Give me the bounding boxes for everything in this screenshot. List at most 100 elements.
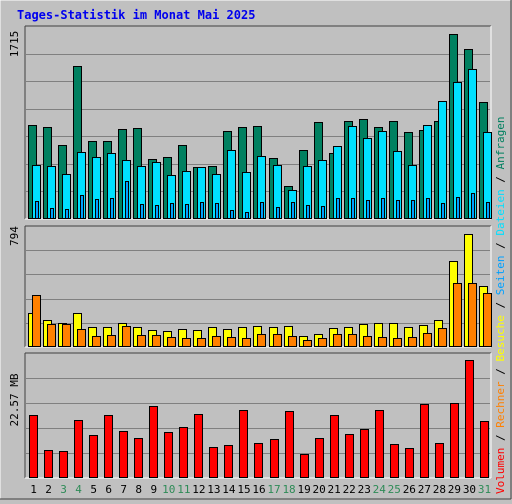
bar-kbytes-day-14 (224, 445, 233, 478)
bar-pages-day-20 (321, 206, 325, 219)
bar-kbytes-day-30 (465, 360, 474, 478)
bar-sites-day-18 (288, 336, 297, 347)
bar-sites-day-3 (62, 324, 71, 347)
day-label: 14 (222, 483, 236, 496)
day-label: 9 (150, 483, 157, 496)
bar-kbytes-day-11 (179, 427, 188, 478)
bar-kbytes-day-31 (480, 421, 489, 478)
bar-sites-day-17 (273, 334, 282, 347)
day-label: 5 (90, 483, 97, 496)
bar-kbytes-day-2 (44, 450, 53, 478)
bar-kbytes-day-5 (89, 435, 98, 478)
bar-pages-day-27 (426, 198, 430, 219)
day-label: 1 (30, 483, 37, 496)
bar-sites-day-14 (227, 337, 236, 347)
bar-pages-day-19 (306, 205, 310, 219)
bar-kbytes-day-9 (149, 406, 158, 478)
day-label: 7 (120, 483, 127, 496)
day-label: 30 (463, 483, 476, 496)
bar-pages-day-2 (50, 208, 54, 219)
bar-pages-day-10 (170, 203, 174, 219)
day-label: 13 (207, 483, 220, 496)
bar-pages-day-17 (276, 207, 280, 219)
bar-pages-day-25 (396, 200, 400, 219)
bar-kbytes-day-13 (209, 447, 218, 478)
bar-kbytes-day-23 (360, 429, 369, 478)
legend-kbytes: Volumen (494, 448, 507, 494)
bar-sites-day-15 (242, 338, 251, 347)
legend-hits: Anfragen (494, 116, 507, 169)
bar-pages-day-4 (80, 195, 84, 219)
bar-pages-day-12 (200, 202, 204, 219)
bar-pages-day-28 (441, 203, 445, 219)
bar-sites-day-7 (122, 326, 131, 347)
day-label: 27 (418, 483, 431, 496)
day-label: 12 (192, 483, 205, 496)
bar-pages-day-13 (215, 203, 219, 219)
bar-sites-day-26 (408, 337, 417, 347)
legend-separator: / (494, 302, 507, 309)
bar-pages-day-9 (155, 205, 159, 219)
day-label: 29 (448, 483, 461, 496)
bar-pages-day-15 (245, 212, 249, 219)
bar-sites-day-22 (348, 334, 357, 347)
axis-max-label-visits: 794 (8, 226, 21, 246)
day-label: 17 (267, 483, 280, 496)
bar-sites-day-13 (212, 336, 221, 347)
bar-sites-day-29 (453, 283, 462, 347)
bar-sites-day-2 (47, 324, 56, 347)
bar-kbytes-day-4 (74, 420, 83, 478)
bar-sites-day-1 (32, 295, 41, 347)
day-label: 6 (105, 483, 112, 496)
legend-separator: / (494, 176, 507, 183)
bar-sites-day-8 (137, 335, 146, 347)
day-label: 24 (373, 483, 387, 496)
bar-sites-day-30 (468, 283, 477, 347)
bar-pages-day-22 (351, 198, 355, 219)
bar-kbytes-day-26 (405, 448, 414, 478)
bar-sites-day-9 (152, 335, 161, 347)
bar-kbytes-day-29 (450, 403, 459, 478)
bar-sites-day-11 (182, 338, 191, 347)
bar-kbytes-day-12 (194, 414, 203, 478)
bar-pages-day-31 (486, 202, 490, 219)
bar-sites-day-21 (333, 334, 342, 347)
day-label: 21 (328, 483, 341, 496)
bar-pages-day-8 (140, 204, 144, 219)
bar-sites-day-6 (107, 335, 116, 347)
day-label: 15 (237, 483, 250, 496)
bar-kbytes-day-10 (164, 432, 173, 478)
bar-kbytes-day-6 (104, 415, 113, 478)
bar-sites-day-10 (167, 337, 176, 347)
bar-kbytes-day-27 (420, 404, 429, 478)
panel-volume: 22.57 MB (8, 352, 492, 479)
day-label: 20 (313, 483, 326, 496)
legend-pages: Seiten (494, 256, 507, 296)
bar-kbytes-day-21 (330, 415, 339, 478)
bar-sites-day-23 (363, 336, 372, 347)
legend-visits: Besuche (494, 315, 507, 361)
bar-sites-day-25 (393, 338, 402, 347)
bar-kbytes-day-18 (285, 411, 294, 478)
bar-pages-day-11 (185, 204, 189, 219)
bar-kbytes-day-20 (315, 438, 324, 478)
bar-sites-day-19 (303, 340, 312, 347)
day-label: 18 (282, 483, 295, 496)
day-label: 28 (433, 483, 446, 496)
legend-separator: / (494, 368, 507, 375)
chart-panels: 1715 794 22.57 MB (8, 25, 492, 479)
bar-pages-day-24 (381, 198, 385, 219)
bar-files-day-28 (438, 101, 447, 219)
bar-kbytes-day-17 (270, 439, 279, 478)
bar-kbytes-day-7 (119, 431, 128, 478)
day-label: 3 (60, 483, 67, 496)
bar-kbytes-day-3 (59, 451, 68, 478)
axis-max-label-volume: 22.57 MB (8, 373, 21, 426)
day-label: 16 (252, 483, 265, 496)
bar-sites-day-16 (257, 334, 266, 347)
bar-pages-day-21 (336, 198, 340, 219)
bar-sites-day-20 (318, 338, 327, 347)
bar-pages-day-7 (125, 181, 129, 219)
x-axis-day-labels: 1 2 3 4 5 6 7 8 9 10 11 12 13 14 15 16 17 18 19 20 21 22 23 24 2… (30, 483, 491, 496)
